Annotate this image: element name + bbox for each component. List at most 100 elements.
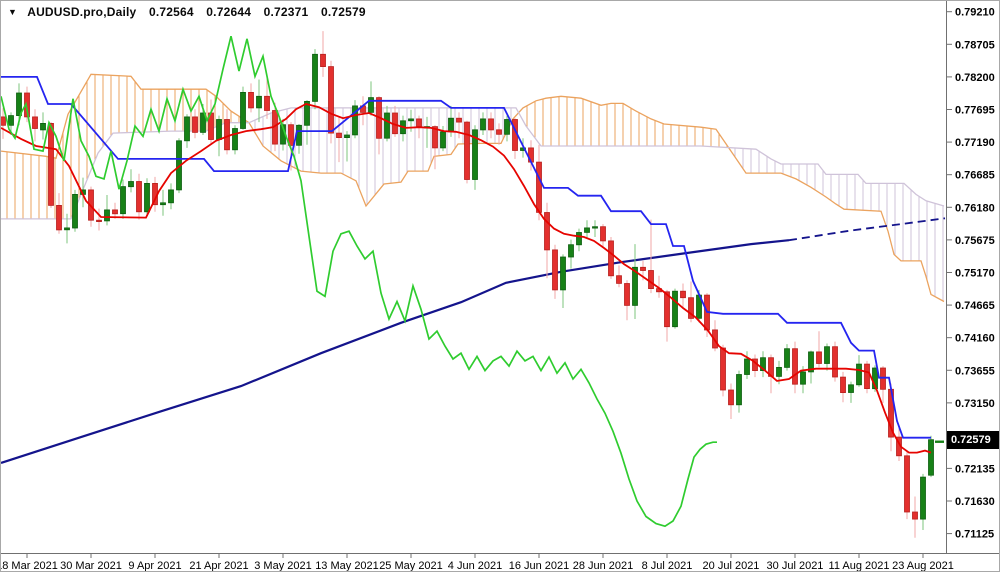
candle xyxy=(600,224,606,247)
candle xyxy=(352,100,358,139)
date-axis-label: 8 Jul 2021 xyxy=(642,560,693,572)
price-axis-label: 0.72135 xyxy=(955,463,995,475)
senkou-span-b-line xyxy=(1,107,945,220)
candle xyxy=(232,125,238,155)
price-axis-label: 0.71630 xyxy=(955,496,995,508)
price-axis-label: 0.74160 xyxy=(955,333,995,345)
symbol-dropdown-icon[interactable]: ▼ xyxy=(8,7,18,17)
candle xyxy=(616,265,622,288)
candle xyxy=(736,370,742,413)
long-ma-line xyxy=(1,239,790,464)
candle xyxy=(64,213,70,244)
candle xyxy=(904,451,910,520)
candle xyxy=(512,118,518,159)
ohlc-open: 0.72564 xyxy=(148,5,194,19)
candle xyxy=(392,105,398,137)
candle xyxy=(744,351,750,379)
symbol-period-label: AUDUSD.pro,Daily xyxy=(27,5,137,19)
candle xyxy=(848,381,854,403)
candle xyxy=(312,49,318,110)
candle xyxy=(128,169,134,193)
candle xyxy=(192,109,198,139)
candle xyxy=(144,178,150,216)
candle xyxy=(304,100,310,145)
price-axis-label: 0.79210 xyxy=(955,7,995,19)
candle xyxy=(136,173,142,220)
candle xyxy=(360,96,366,126)
candle xyxy=(328,60,334,144)
price-axis-label: 0.75170 xyxy=(955,267,995,279)
date-axis-label: 11 Aug 2021 xyxy=(829,560,890,572)
candle xyxy=(376,96,382,155)
candle xyxy=(240,86,246,130)
price-axis-label: 0.78200 xyxy=(955,72,995,84)
price-axis-label: 0.74665 xyxy=(955,300,995,312)
candle xyxy=(472,125,478,190)
candle xyxy=(48,122,54,208)
candle xyxy=(752,354,758,378)
price-axis-label: 0.78705 xyxy=(955,39,995,51)
candle xyxy=(256,79,262,123)
ichimoku-cloud-hatch xyxy=(6,74,944,301)
candle xyxy=(584,220,590,239)
price-axis-label: 0.76180 xyxy=(955,202,995,214)
candle xyxy=(432,125,438,170)
price-axis-label: 0.77190 xyxy=(955,137,995,149)
candle xyxy=(648,219,654,294)
candle xyxy=(720,344,726,397)
candle xyxy=(112,202,118,219)
ohlc-low: 0.72371 xyxy=(263,5,309,19)
candle xyxy=(368,81,374,116)
candle xyxy=(120,179,126,219)
date-axis-label: 30 Mar 2021 xyxy=(60,560,122,572)
price-axis-label: 0.77695 xyxy=(955,104,995,116)
candle xyxy=(184,114,190,148)
senkou-span-a-line xyxy=(1,73,945,303)
candle xyxy=(344,131,350,162)
candle xyxy=(928,435,934,478)
date-axis-label: 9 Apr 2021 xyxy=(128,560,181,572)
plot-area xyxy=(1,31,946,538)
date-axis-label: 18 Mar 2021 xyxy=(1,560,58,572)
candle xyxy=(680,283,686,308)
candle xyxy=(592,220,598,237)
candle xyxy=(56,193,62,234)
chart-title: ▼ AUDUSD.pro,Daily 0.72564 0.72644 0.723… xyxy=(8,5,366,19)
price-axis-label: 0.75675 xyxy=(955,235,995,247)
kijun-sen-line xyxy=(1,76,931,439)
candle xyxy=(248,83,254,113)
date-axis-label: 4 Jun 2021 xyxy=(448,560,502,572)
price-axis-label: 0.76685 xyxy=(955,170,995,182)
ohlc-high: 0.72644 xyxy=(206,5,252,19)
date-axis-label: 25 May 2021 xyxy=(379,560,443,572)
candle xyxy=(608,237,614,279)
candle xyxy=(808,350,814,384)
candle xyxy=(816,331,822,368)
candle xyxy=(664,289,670,342)
candle xyxy=(504,115,510,142)
candle xyxy=(632,244,638,319)
tenkan-sen-line xyxy=(1,103,932,454)
date-axis-label: 16 Jun 2021 xyxy=(509,560,570,572)
date-axis-label: 28 Jun 2021 xyxy=(573,560,634,572)
price-axis-label: 0.73655 xyxy=(955,365,995,377)
candle xyxy=(456,112,462,139)
candle xyxy=(400,115,406,142)
candle xyxy=(288,122,294,171)
candle xyxy=(760,351,766,378)
price-axis-label: 0.71125 xyxy=(955,529,994,541)
candle xyxy=(712,320,718,352)
candle xyxy=(384,105,390,142)
candle xyxy=(296,124,302,154)
candle xyxy=(784,344,790,371)
candle xyxy=(208,99,214,145)
candle xyxy=(1,107,6,139)
candle xyxy=(672,288,678,329)
candle xyxy=(336,116,342,163)
candle xyxy=(544,202,550,279)
candle xyxy=(32,109,38,142)
candle xyxy=(688,281,694,323)
candle xyxy=(496,123,502,145)
